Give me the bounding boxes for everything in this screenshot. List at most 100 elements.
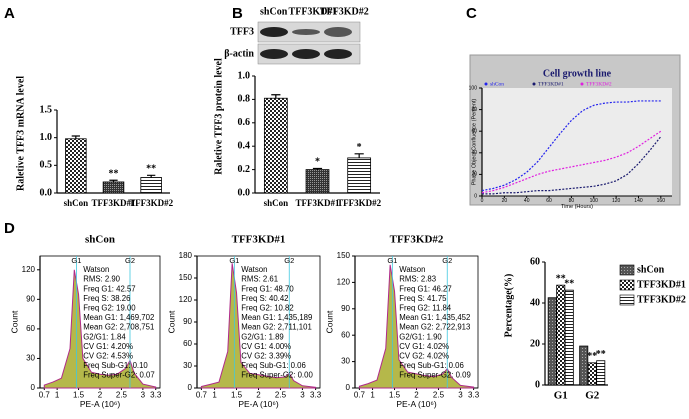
stat-line: CV G1: 4.02%: [399, 342, 449, 351]
gate-label: G1: [387, 256, 397, 265]
significance-mark: **: [556, 273, 566, 284]
y-tick-label: 120: [22, 265, 36, 274]
x-tick-label: 1.5: [73, 390, 85, 399]
bar: [587, 362, 597, 386]
significance-mark: **: [146, 164, 156, 175]
y-tick-label: 150: [337, 251, 351, 260]
x-tick-label: 1: [55, 390, 60, 399]
error-bar: [354, 153, 364, 158]
stat-line: Freq Super-G2: 0.09: [399, 371, 471, 380]
stat-line: RMS: 2.90: [83, 275, 120, 284]
blot-band: [324, 49, 352, 59]
blot-band: [324, 27, 352, 37]
x-tick-label: TFF3KD#2: [337, 198, 381, 208]
histogram-area: [358, 264, 475, 389]
blot-band: [260, 49, 288, 59]
stat-line: Freq S: 38.26: [83, 294, 130, 303]
x-tick-label: G2: [585, 390, 600, 402]
y-tick-label: 60: [471, 129, 477, 135]
x-tick-label: 100: [590, 198, 599, 204]
significance-mark: *: [357, 142, 362, 153]
y-tick-label: 40: [471, 150, 477, 156]
legend-label: TFF3KD#2: [637, 294, 686, 305]
x-axis-label: PE-A (10⁶): [238, 399, 279, 409]
y-tick-label: 60: [341, 330, 350, 339]
bar: [65, 138, 87, 194]
bar: [263, 97, 288, 194]
x-tick-label: 0.7: [39, 390, 51, 399]
chart-title: Cell growth line: [543, 68, 612, 79]
stat-line: CV G2: 4.02%: [399, 351, 449, 360]
stat-line: Watson: [83, 265, 109, 274]
significance-mark: *: [315, 157, 320, 168]
stat-line: CV G2: 4.53%: [83, 351, 133, 360]
stat-line: Freq Super-G2: 0.07: [83, 371, 155, 380]
y-tick-label: 30: [341, 357, 350, 366]
bar: [596, 360, 606, 386]
y-tick-label: 60: [183, 339, 192, 348]
legend-swatch: [619, 279, 635, 291]
stat-line: RMS: 2.83: [399, 275, 436, 284]
y-axis-label: Count: [324, 310, 334, 333]
x-tick-label: 2: [256, 390, 261, 399]
error-bar: [312, 167, 323, 170]
stat-line: Freq Super-G2: 0.00: [241, 371, 313, 380]
y-tick-label: 0.2: [238, 164, 251, 175]
x-axis-label: Time (Hours): [561, 204, 593, 210]
y-tick-label: 60: [26, 324, 35, 333]
significance-mark: **: [564, 278, 574, 289]
stat-line: Freq G1: 42.57: [83, 284, 135, 293]
x-tick-label: 3.3: [310, 390, 322, 399]
x-tick-label: 120: [612, 198, 621, 204]
legend-swatch: [619, 264, 635, 276]
x-tick-label: 140: [634, 198, 643, 204]
x-tick-label: 3: [300, 390, 305, 399]
y-axis-label: Count: [166, 310, 176, 333]
gate-label: G2: [442, 256, 452, 265]
stat-line: Freq S: 40.42: [241, 294, 288, 303]
significance-mark: **: [596, 349, 606, 360]
y-tick-label: 1.5: [40, 104, 53, 115]
y-axis-label: Phase Object Confluence (Percent): [471, 99, 477, 186]
gate-label: G2: [284, 256, 294, 265]
blot-band: [260, 27, 288, 37]
blot-band: [292, 29, 320, 35]
x-tick-label: 2: [414, 390, 419, 399]
chart-title: TFF3KD#1: [232, 234, 286, 246]
gate-label: G1: [71, 256, 81, 265]
x-tick-label: 3: [141, 390, 146, 399]
plot-frame: [196, 255, 321, 389]
bar: [564, 289, 574, 386]
y-tick-label: 0: [474, 193, 477, 199]
lane-label: shCon: [260, 6, 288, 17]
stat-line: RMS: 2.61: [241, 275, 278, 284]
stat-line: CV G1: 4.00%: [241, 342, 291, 351]
bar: [305, 169, 330, 194]
x-tick-label: 3.3: [150, 390, 162, 399]
bar: [547, 297, 557, 386]
y-tick-label: 100: [469, 85, 478, 91]
lane-label: TFF3KD#2: [320, 6, 369, 17]
legend-swatch: [619, 294, 635, 306]
panel-letter: C: [466, 5, 477, 22]
x-axis-label: PE-A (10⁶): [396, 399, 437, 409]
y-tick-label: 90: [26, 294, 35, 303]
y-axis-label: Raletive TFF3 protein level: [213, 58, 224, 175]
blot-row-label: β-actin: [224, 48, 254, 59]
stat-line: Mean G1: 1,435,452: [399, 313, 470, 322]
y-tick-label: 20: [530, 338, 540, 349]
x-tick-label: shCon: [264, 198, 289, 208]
x-tick-label: 1: [212, 390, 217, 399]
y-tick-label: 150: [179, 273, 193, 282]
error-bar: [271, 94, 281, 99]
y-tick-label: 1.0: [238, 70, 251, 81]
x-tick-label: 0.7: [354, 390, 366, 399]
x-tick-label: 2.5: [116, 390, 128, 399]
bar: [556, 284, 566, 386]
panel-c-plot: [482, 88, 672, 196]
stat-line: Mean G1: 1,435,189: [241, 313, 312, 322]
stat-line: CV G2: 3.39%: [241, 351, 291, 360]
significance-mark: **: [109, 169, 119, 180]
legend-marker: [580, 82, 584, 86]
y-tick-label: 0: [535, 379, 540, 390]
